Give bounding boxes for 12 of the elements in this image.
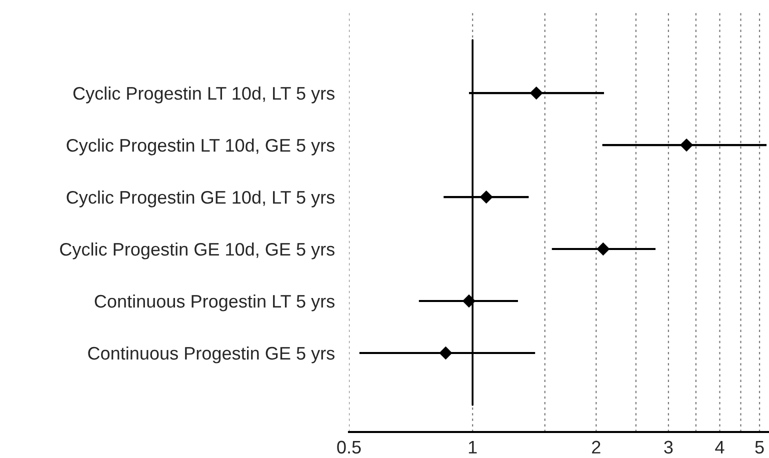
y-tick-label: Continuous Progestin GE 5 yrs bbox=[88, 346, 334, 364]
x-tick-label: 5 bbox=[755, 440, 764, 454]
y-tick-label: Cyclic Progestin LT 10d, GE 5 yrs bbox=[66, 138, 334, 156]
y-tick-label: Cyclic Progestin GE 10d, LT 5 yrs bbox=[66, 190, 334, 208]
x-tick-label: 3 bbox=[664, 440, 673, 454]
y-tick-label: Cyclic Progestin LT 10d, LT 5 yrs bbox=[73, 86, 334, 104]
x-tick-label: 4 bbox=[715, 440, 724, 454]
x-tick-label: 0.5 bbox=[337, 440, 361, 454]
x-tick-label: 2 bbox=[592, 440, 600, 454]
y-tick-label: Continuous Progestin LT 5 yrs bbox=[94, 294, 334, 312]
x-tick-label: 1 bbox=[468, 440, 477, 454]
y-tick-label: Cyclic Progestin GE 10d, GE 5 yrs bbox=[60, 242, 334, 260]
